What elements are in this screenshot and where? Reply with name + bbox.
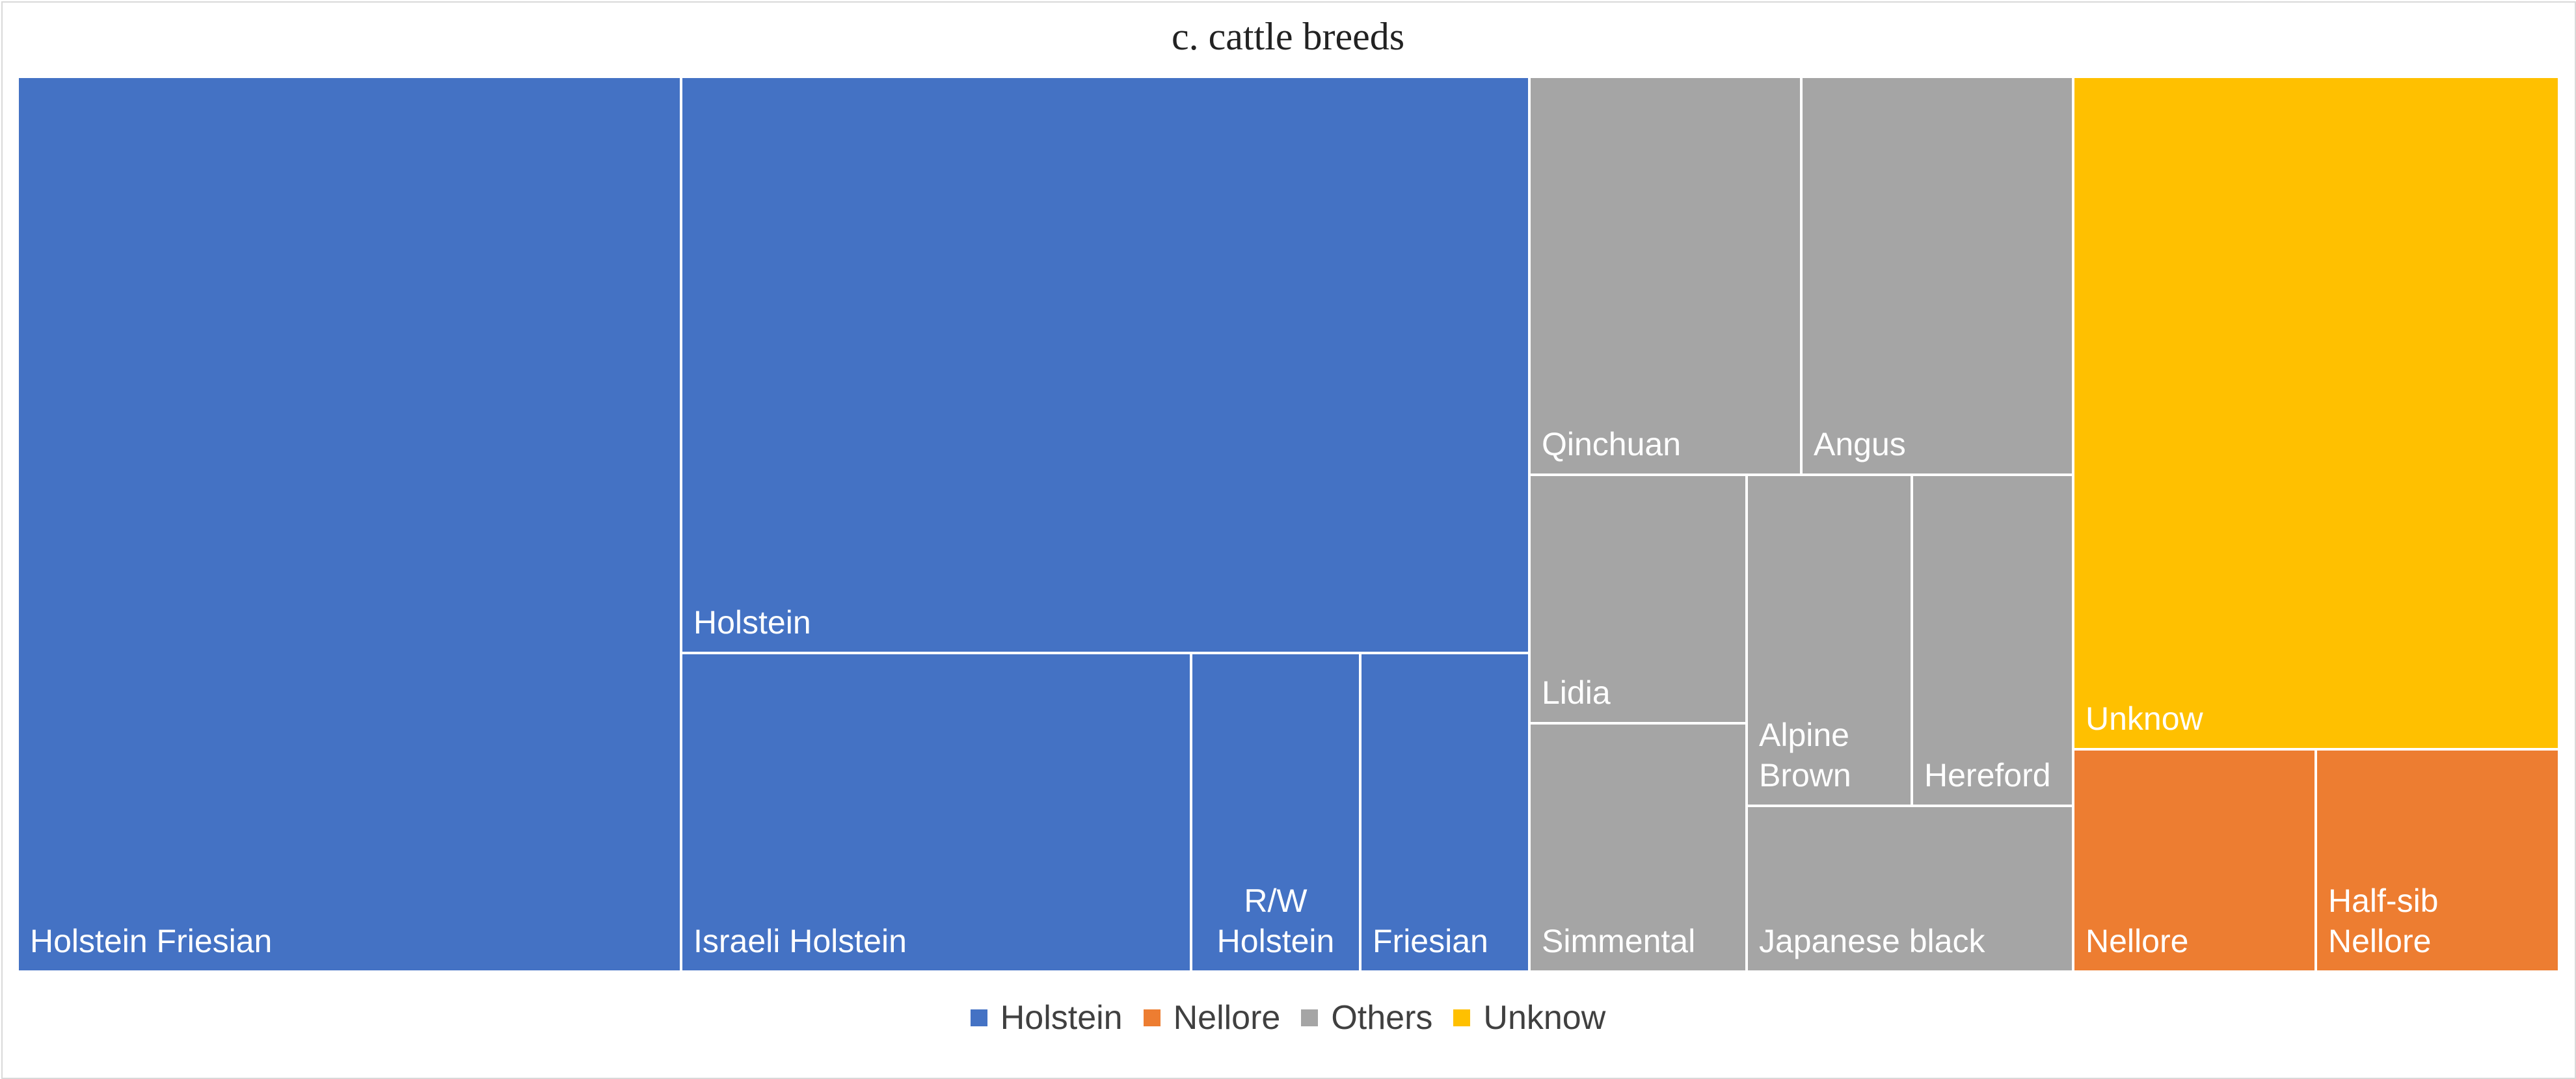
legend-item-others: Others xyxy=(1301,998,1432,1037)
legend-label-nellore: Nellore xyxy=(1173,999,1281,1037)
legend-swatch-unknow xyxy=(1453,1009,1471,1026)
legend-item-unknow: Unknow xyxy=(1453,998,1605,1037)
treemap-label-nellore: Nellore xyxy=(2086,923,2189,959)
treemap-label-holstein: Holstein xyxy=(693,604,811,641)
treemap-label-friesian: Friesian xyxy=(1373,923,1488,959)
treemap-cell-half-sib-nellore xyxy=(2317,751,2558,970)
treemap-label-hereford: Hereford xyxy=(1924,757,2051,793)
chart-title: c. cattle breeds xyxy=(1171,15,1405,58)
treemap-cell-friesian xyxy=(1362,654,1528,970)
legend-swatch-holstein xyxy=(970,1009,987,1026)
legend: Holstein Nellore Others Unknow xyxy=(0,998,2576,1037)
treemap-label-r-w-holstein: R/W Holstein xyxy=(1216,883,1335,959)
treemap-cell-qinchuan xyxy=(1531,78,1800,473)
legend-item-holstein: Holstein xyxy=(970,998,1123,1037)
treemap-label-lidia: Lidia xyxy=(1542,674,1611,711)
treemap-cell-japanese-black xyxy=(1748,807,2072,970)
legend-item-nellore: Nellore xyxy=(1143,998,1281,1037)
legend-swatch-nellore xyxy=(1143,1009,1161,1026)
treemap-label-japanese-black: Japanese black xyxy=(1759,923,1985,959)
treemap-cell-angus xyxy=(1803,78,2072,473)
treemap-cell-r-w-holstein xyxy=(1192,654,1359,970)
legend-label-unknow: Unknow xyxy=(1483,999,1606,1037)
treemap-cell-hereford xyxy=(1913,476,2072,805)
treemap-label-half-sib-nellore: Half-sib Nellore xyxy=(2328,883,2439,959)
treemap-label-angus: Angus xyxy=(1814,426,1906,462)
treemap-label-qinchuan: Qinchuan xyxy=(1542,426,1682,462)
treemap-label-simmental: Simmental xyxy=(1542,923,1696,959)
treemap-cell-holstein xyxy=(682,78,1528,652)
treemap-label-holstein-friesian: Holstein Friesian xyxy=(30,923,273,959)
treemap-cell-holstein-friesian xyxy=(19,78,680,970)
legend-label-others: Others xyxy=(1331,999,1433,1037)
treemap-cell-israeli-holstein xyxy=(682,654,1190,970)
treemap-cell-unknow xyxy=(2074,78,2558,748)
treemap-cell-nellore xyxy=(2074,751,2314,970)
legend-swatch-others xyxy=(1301,1009,1319,1026)
treemap-cell-alpine-brown xyxy=(1748,476,1911,805)
treemap-label-alpine-brown: Alpine Brown xyxy=(1759,717,1851,793)
treemap-cell-lidia xyxy=(1531,476,1745,722)
treemap-cell-simmental xyxy=(1531,725,1745,970)
treemap-label-unknow: Unknow xyxy=(2086,700,2203,737)
legend-label-holstein: Holstein xyxy=(1000,999,1123,1037)
treemap-label-israeli-holstein: Israeli Holstein xyxy=(693,923,907,959)
